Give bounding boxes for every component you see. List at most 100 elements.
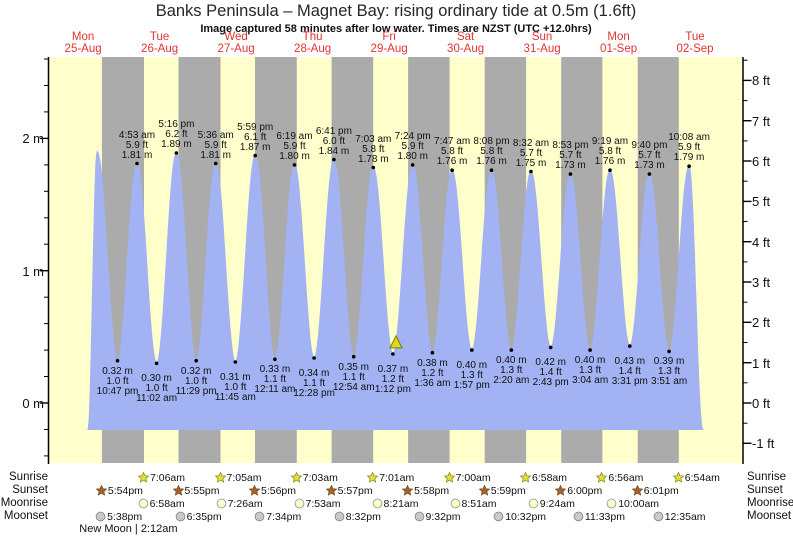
moonrise-circle-icon: [528, 498, 540, 509]
y-axis-left-label: 1 m: [22, 263, 44, 279]
tide-event-dot: [292, 163, 297, 167]
high-tide-annotation: 6:19 am 5.9 ft 1.80 m: [276, 130, 313, 162]
moonset-time: 10:32pm: [505, 510, 547, 523]
day-name: Mon: [71, 31, 95, 43]
moonrise-time: 10:00am: [618, 497, 660, 510]
moonrise-entry: 9:24am: [528, 497, 575, 510]
low-tide-annotation: 0.40 m 1.3 ft 2:20 am: [493, 355, 530, 387]
moonrise-circle-icon: [606, 498, 618, 509]
moonset-circle-icon: [573, 511, 585, 522]
moonset-circle-icon: [493, 511, 505, 522]
tide-event-dot: [628, 344, 632, 348]
moonset-time: 5:38pm: [107, 510, 143, 523]
moonset-time: 7:34pm: [266, 510, 302, 523]
y-axis-left-label: 2 m: [22, 131, 44, 147]
day-label: Wed 27-Aug: [218, 31, 255, 55]
high-tide-annotation: 5:16 pm 6.2 ft 1.89 m: [158, 119, 195, 150]
tide-event-dot: [489, 168, 494, 172]
moonrise-time: 8:21am: [383, 497, 419, 510]
y-axis-right-label: 7 ft: [752, 113, 771, 129]
tide-event-dot: [135, 161, 139, 166]
day-date: 28-Aug: [294, 43, 332, 55]
sunset-entry: 5:58pm: [402, 484, 449, 497]
low-tide-annotation: 0.30 m 1.0 ft 11:02 am: [136, 373, 178, 405]
high-tide-annotation: 6:41 pm 6.0 ft 1.84 m: [315, 125, 352, 157]
sunset-row-label-left: Sunset: [12, 484, 48, 496]
sunset-entry: 5:54pm: [95, 484, 143, 497]
sunset-time: 6:00pm: [567, 484, 603, 497]
high-tide-annotation: 7:47 am 5.8 ft 1.76 m: [434, 136, 471, 168]
tide-event-dot: [450, 168, 454, 172]
sunrise-time: 7:00am: [455, 471, 491, 484]
chart-title: Banks Peninsula – Magnet Bay: rising ord…: [155, 2, 637, 20]
sunrise-time: 7:06am: [150, 471, 186, 484]
tide-event-dot: [687, 164, 691, 168]
sunrise-star-icon: [290, 472, 303, 483]
tide-event-dot: [273, 357, 277, 362]
sunset-star-icon: [325, 485, 338, 496]
tide-event-dot: [430, 350, 435, 355]
tide-event-dot: [410, 163, 415, 167]
tide-event-dot: [568, 172, 573, 176]
moonset-circle-icon: [254, 511, 266, 522]
sunset-star-icon: [95, 485, 108, 496]
sunrise-row-label-right: Sunrise: [747, 471, 786, 483]
moonset-circle-icon: [175, 511, 187, 522]
sunrise-time: 7:03am: [302, 471, 338, 484]
high-tide-annotation: 9:19 am 5.8 ft 1.76 m: [591, 136, 629, 168]
day-name: Tue: [685, 31, 705, 43]
tide-event-dot: [233, 360, 238, 364]
moonrise-time: 8:51am: [461, 497, 497, 510]
sunrise-time: 7:01am: [379, 471, 415, 484]
moonrise-time: 9:24am: [539, 497, 575, 510]
sunset-entry: 5:56pm: [249, 484, 296, 497]
sunset-time: 5:57pm: [337, 484, 373, 497]
tide-event-dot: [154, 361, 159, 366]
moonrise-entry: 8:21am: [372, 497, 419, 510]
tide-event-dot: [371, 165, 376, 170]
moonset-entry: 11:33pm: [573, 510, 625, 523]
day-name: Mon: [607, 31, 630, 43]
day-label: Sun 31-Aug: [524, 31, 561, 55]
moonrise-row-label-left: Moonrise: [0, 497, 48, 509]
sunrise-entry: 6:58am: [520, 471, 567, 484]
moonset-time: 6:35pm: [186, 510, 222, 523]
low-tide-annotation: 0.35 m 1.1 ft 12:54 am: [332, 361, 375, 393]
tide-event-dot: [332, 157, 336, 162]
moonrise-circle-icon: [138, 498, 150, 509]
y-axis-left-label: 0 m: [22, 396, 44, 411]
day-label: Sat 30-Aug: [447, 31, 484, 55]
y-axis-right-label: 2 ft: [752, 315, 771, 331]
moonrise-time: 7:53am: [305, 497, 341, 510]
sunset-time: 5:56pm: [261, 484, 297, 497]
moonrise-time: 6:58am: [149, 497, 185, 510]
sunset-star-icon: [555, 485, 567, 496]
sunrise-time: 6:58am: [532, 471, 568, 484]
low-tide-annotation: 0.40 m 1.3 ft 3:04 am: [572, 355, 609, 387]
high-tide-annotation: 8:32 am 5.7 ft 1.75 m: [512, 137, 550, 169]
sunset-star-icon: [478, 485, 491, 496]
sunrise-star-icon: [596, 472, 608, 483]
tide-event-dot: [194, 358, 198, 363]
low-tide-annotation: 0.39 m 1.3 ft 3:51 am: [651, 356, 688, 388]
moonset-entry: 8:32pm: [334, 510, 381, 523]
day-label: Thu 28-Aug: [294, 31, 331, 55]
moonset-time: 9:32pm: [425, 510, 461, 523]
sunset-row-label-right: Sunset: [747, 484, 783, 496]
sunset-time: 5:59pm: [490, 484, 526, 497]
high-tide-annotation: 7:03 am 5.8 ft 1.78 m: [355, 133, 392, 165]
sunrise-entry: 7:01am: [367, 471, 414, 484]
day-name: Thu: [302, 31, 323, 43]
chart-subtitle: Image captured 58 minutes after low wate…: [200, 23, 592, 35]
low-tide-annotation: 0.40 m 1.3 ft 1:57 pm: [453, 360, 490, 392]
moonrise-entry: 10:00am: [606, 497, 659, 510]
tide-event-dot: [213, 161, 218, 166]
moonset-entry: 10:32pm: [493, 510, 546, 523]
day-label: Tue 26-Aug: [141, 31, 178, 55]
y-axis-right-label: -1 ft: [752, 436, 775, 452]
y-axis-right-label: 3 ft: [752, 275, 771, 290]
low-tide-annotation: 0.38 m 1.2 ft 1:36 am: [414, 357, 451, 389]
moonrise-circle-icon: [216, 498, 228, 509]
sunset-entry: 5:55pm: [172, 484, 220, 497]
